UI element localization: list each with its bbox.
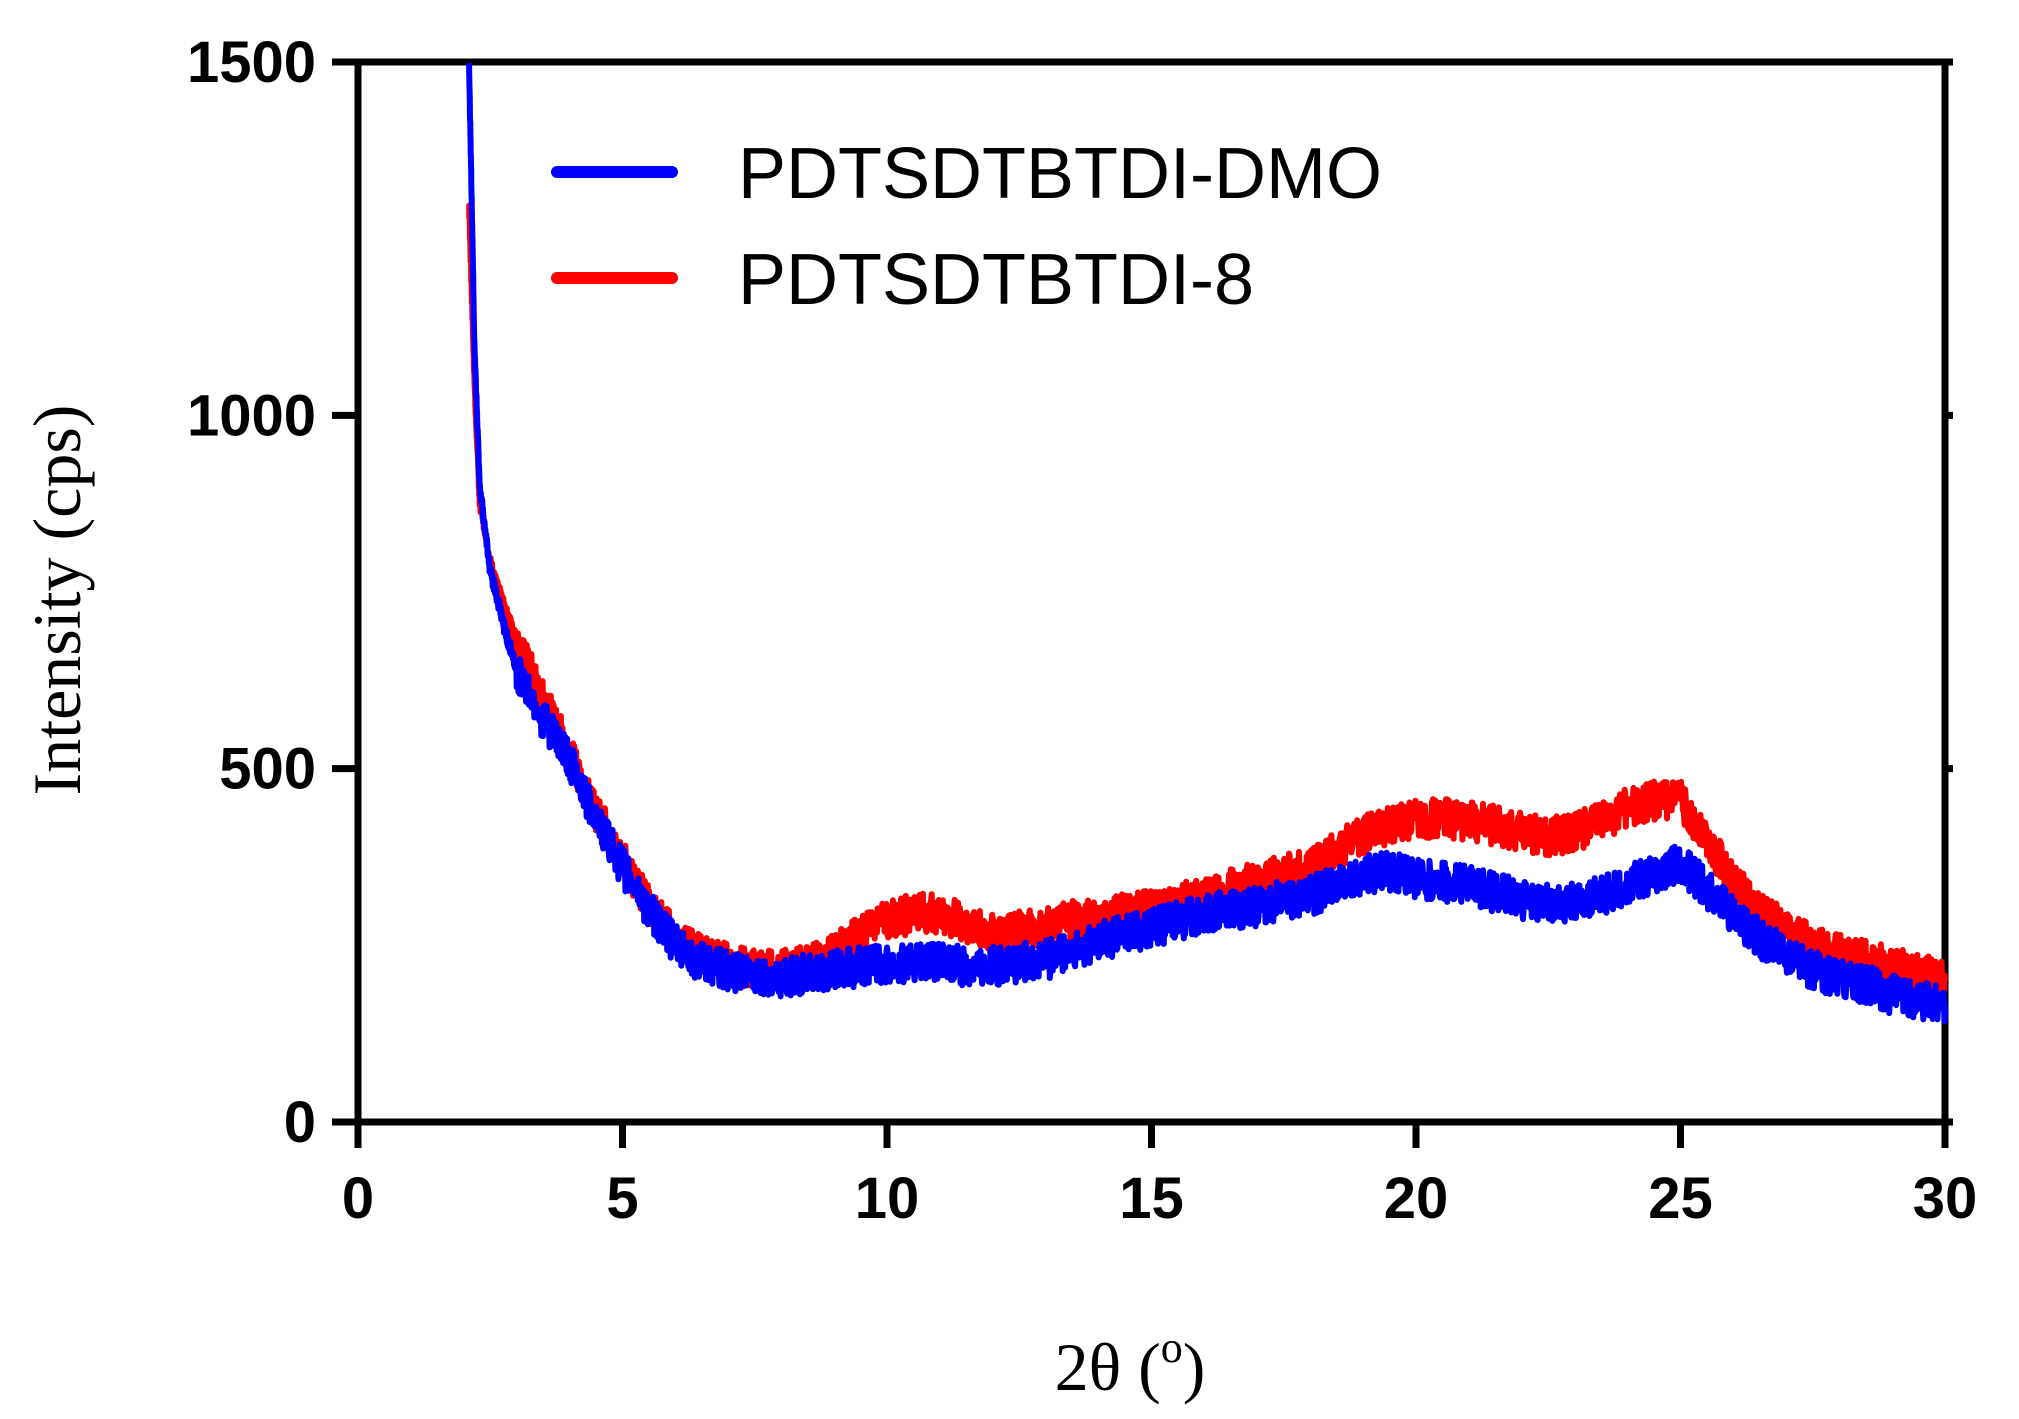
x-axis-title-end: ) <box>1183 1329 1206 1405</box>
ticks-layer: 0 500 1000 1500 0 5 10 15 20 25 30 <box>187 30 1977 1231</box>
x-tick-label: 25 <box>1648 1166 1713 1231</box>
x-tick-label: 10 <box>855 1166 920 1231</box>
y-tick-label: 0 <box>284 1090 316 1155</box>
x-tick-label: 0 <box>342 1166 374 1231</box>
x-axis-title-sup: o <box>1161 1323 1183 1372</box>
legend: PDTSDTBTDI-DMO PDTSDTBTDI-8 <box>551 134 1382 320</box>
y-axis-title: Intensity (cps) <box>19 405 95 796</box>
series-line-dmo <box>466 63 1948 1025</box>
x-tick-label: 15 <box>1119 1166 1184 1231</box>
y-tick-label: 500 <box>219 737 316 802</box>
x-tick-label: 5 <box>606 1166 638 1231</box>
x-tick-label: 30 <box>1913 1166 1978 1231</box>
y-tick-label: 1000 <box>187 383 316 448</box>
x-tick-label: 20 <box>1384 1166 1449 1231</box>
legend-label-8: PDTSDTBTDI-8 <box>738 240 1254 320</box>
legend-label-dmo: PDTSDTBTDI-DMO <box>738 134 1382 214</box>
y-tick-label: 1500 <box>187 30 316 95</box>
series-line-8 <box>466 202 1948 1003</box>
series-layer <box>466 63 1948 1025</box>
x-axis-title: 2θ (o) <box>1055 1323 1206 1405</box>
x-axis-title-main: 2θ ( <box>1055 1329 1161 1405</box>
plot-border <box>354 58 1949 1126</box>
plot-frame <box>354 58 1949 1126</box>
